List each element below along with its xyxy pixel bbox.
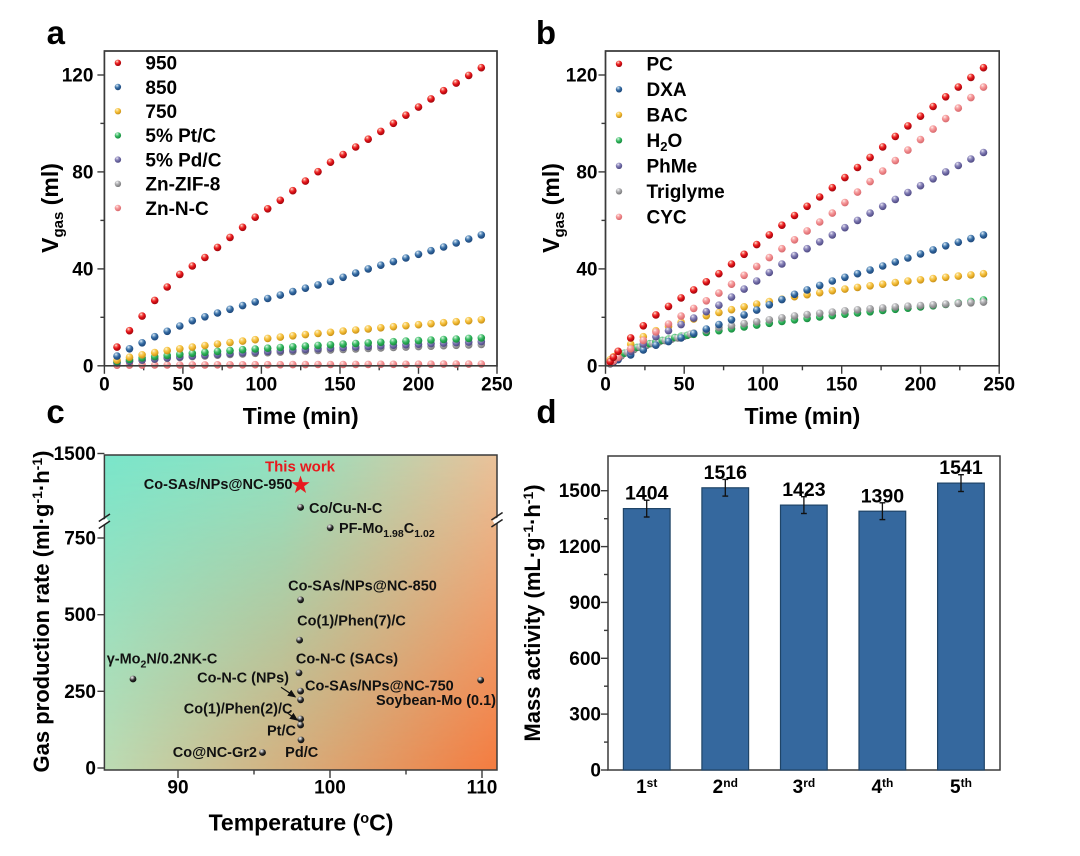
svg-text:γ-Mo2N/0.2NK-C: γ-Mo2N/0.2NK-C bbox=[107, 652, 218, 671]
svg-text:PhMe: PhMe bbox=[647, 157, 698, 178]
svg-text:50: 50 bbox=[172, 374, 193, 395]
svg-text:1516: 1516 bbox=[704, 462, 748, 484]
svg-text:750: 750 bbox=[145, 102, 177, 123]
svg-text:80: 80 bbox=[72, 162, 93, 183]
svg-text:100: 100 bbox=[246, 374, 278, 395]
svg-text:200: 200 bbox=[403, 374, 435, 395]
svg-text:Pd/C: Pd/C bbox=[285, 745, 319, 761]
svg-text:Co-SAs/NPs@NC-950: Co-SAs/NPs@NC-950 bbox=[144, 477, 293, 493]
svg-text:250: 250 bbox=[64, 682, 96, 703]
svg-text:300: 300 bbox=[569, 705, 601, 726]
svg-text:1541: 1541 bbox=[939, 457, 983, 479]
svg-text:250: 250 bbox=[481, 374, 513, 395]
svg-text:120: 120 bbox=[566, 66, 598, 87]
svg-text:CYC: CYC bbox=[647, 208, 687, 229]
svg-text:Gas production rate (ml·g-1·h-: Gas production rate (ml·g-1·h-1) bbox=[29, 451, 54, 773]
svg-text:Zn-N-C: Zn-N-C bbox=[145, 199, 209, 220]
svg-text:0: 0 bbox=[590, 761, 601, 782]
svg-text:Pt/C: Pt/C bbox=[267, 724, 297, 740]
svg-text:This work: This work bbox=[265, 459, 336, 476]
svg-text:Co/Cu-N-C: Co/Cu-N-C bbox=[309, 501, 383, 517]
svg-text:Co-SAs/NPs@NC-850: Co-SAs/NPs@NC-850 bbox=[288, 578, 437, 594]
svg-text:50: 50 bbox=[674, 374, 695, 395]
svg-text:Co-N-C (SACs): Co-N-C (SACs) bbox=[296, 651, 398, 667]
svg-text:Co-SAs/NPs@NC-750: Co-SAs/NPs@NC-750 bbox=[305, 679, 454, 695]
svg-text:950: 950 bbox=[145, 54, 177, 75]
svg-text:40: 40 bbox=[72, 259, 93, 280]
svg-text:150: 150 bbox=[826, 374, 858, 395]
svg-text:0: 0 bbox=[99, 374, 110, 395]
svg-text:1390: 1390 bbox=[861, 485, 905, 507]
svg-text:850: 850 bbox=[145, 78, 177, 99]
svg-text:5% Pt/C: 5% Pt/C bbox=[145, 126, 216, 147]
svg-text:b: b bbox=[536, 14, 556, 51]
svg-text:Vgas (ml): Vgas (ml) bbox=[538, 163, 568, 253]
svg-text:0: 0 bbox=[85, 759, 96, 780]
svg-text:600: 600 bbox=[569, 649, 601, 670]
svg-text:PF-Mo1.98C1.02: PF-Mo1.98C1.02 bbox=[339, 521, 435, 540]
svg-text:Co(1)/Phen(7)/C: Co(1)/Phen(7)/C bbox=[297, 614, 406, 630]
svg-text:Zn-ZIF-8: Zn-ZIF-8 bbox=[145, 175, 220, 196]
svg-text:40: 40 bbox=[576, 259, 597, 280]
svg-text:110: 110 bbox=[467, 778, 498, 799]
svg-text:Co(1)/Phen(2)/C: Co(1)/Phen(2)/C bbox=[184, 702, 293, 718]
svg-text:150: 150 bbox=[324, 374, 356, 395]
svg-text:Mass activity (mL·g-1·h-1): Mass activity (mL·g-1·h-1) bbox=[520, 484, 545, 741]
svg-text:120: 120 bbox=[62, 66, 94, 87]
svg-text:Time (min): Time (min) bbox=[744, 403, 860, 429]
svg-text:BAC: BAC bbox=[647, 106, 688, 127]
svg-text:750: 750 bbox=[64, 529, 96, 550]
svg-text:1200: 1200 bbox=[559, 537, 601, 558]
svg-text:PC: PC bbox=[647, 55, 674, 76]
svg-text:Co@NC-Gr2: Co@NC-Gr2 bbox=[173, 745, 257, 761]
svg-text:0: 0 bbox=[587, 356, 598, 377]
svg-text:Soybean-Mo (0.1): Soybean-Mo (0.1) bbox=[376, 693, 496, 709]
svg-text:500: 500 bbox=[64, 605, 96, 626]
svg-text:d: d bbox=[536, 393, 556, 430]
svg-text:100: 100 bbox=[314, 778, 346, 799]
svg-text:Vgas (ml): Vgas (ml) bbox=[37, 163, 67, 253]
svg-text:Triglyme: Triglyme bbox=[647, 182, 725, 203]
svg-text:Co-N-C (NPs): Co-N-C (NPs) bbox=[197, 670, 289, 686]
svg-text:80: 80 bbox=[576, 162, 597, 183]
svg-text:1500: 1500 bbox=[54, 444, 96, 465]
svg-text:1404: 1404 bbox=[625, 483, 669, 505]
svg-text:200: 200 bbox=[905, 374, 937, 395]
svg-text:c: c bbox=[46, 393, 64, 430]
svg-text:5% Pd/C: 5% Pd/C bbox=[145, 150, 221, 171]
svg-text:H2O: H2O bbox=[647, 131, 683, 154]
svg-text:100: 100 bbox=[747, 374, 779, 395]
svg-text:0: 0 bbox=[600, 374, 611, 395]
svg-text:90: 90 bbox=[167, 778, 188, 799]
svg-text:0: 0 bbox=[83, 356, 94, 377]
svg-text:1500: 1500 bbox=[559, 481, 601, 502]
svg-text:900: 900 bbox=[569, 593, 601, 614]
svg-text:DXA: DXA bbox=[647, 80, 687, 101]
svg-text:250: 250 bbox=[983, 374, 1015, 395]
svg-text:Time (min): Time (min) bbox=[243, 403, 359, 429]
svg-text:1423: 1423 bbox=[782, 479, 826, 501]
svg-text:a: a bbox=[47, 14, 66, 51]
